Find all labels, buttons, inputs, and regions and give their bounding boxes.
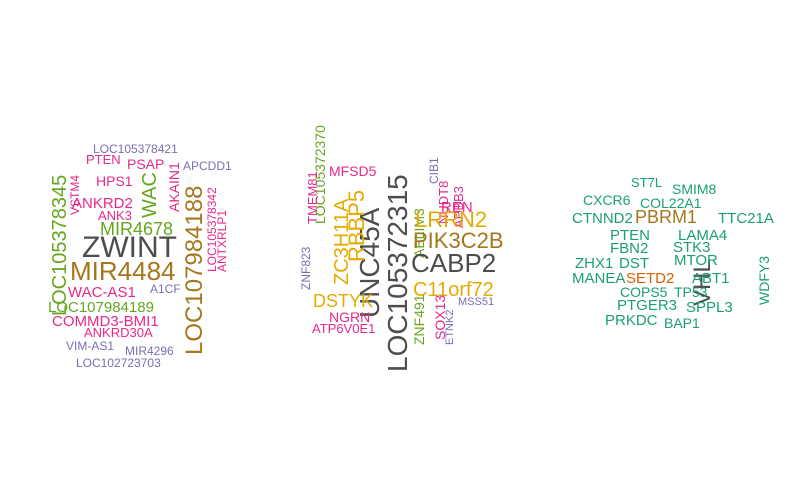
word-prkdc: PRKDC: [605, 312, 658, 329]
word-ctnnd2: CTNND2: [572, 210, 633, 227]
word-znf491: ZNF491: [411, 294, 427, 345]
word-lama4: LAMA4: [678, 227, 728, 244]
word-manea: MANEA: [572, 270, 626, 287]
word-cloud-middle: LOC105372370 MFSD5 TMEM81 ZNF823 LOC10537231…: [262, 0, 542, 500]
word-sppl3: SPPL3: [686, 299, 733, 316]
word-fbn2: FBN2: [610, 240, 649, 257]
word-abt1: ABT1: [692, 270, 730, 287]
word-antxrlp1: ANTXRLP1: [215, 209, 229, 272]
word-apcdd1: APCDD1: [183, 159, 232, 173]
word-ankrd30a: ANKRD30A: [84, 325, 153, 340]
word-psap: PSAP: [127, 156, 165, 172]
word-cabp2: CABP2: [411, 248, 497, 278]
word-pbrm1: PBRM1: [635, 207, 698, 227]
word-akain1: AKAIN1: [166, 162, 182, 212]
word-ank3: ANK3: [98, 208, 132, 223]
word-dst: DST: [619, 255, 649, 272]
word-commd3-bmi1: COMMD3-BMI1: [52, 313, 159, 330]
word-wac: WAC: [139, 172, 161, 218]
word-znf823: ZNF823: [299, 246, 313, 290]
word-cops5: COPS5: [620, 284, 668, 300]
word-loc107984189: LOC107984189: [48, 299, 154, 316]
word-zhx1: ZHX1: [575, 255, 614, 272]
word-smim8: SMIM8: [672, 181, 717, 197]
word-loc105378345: LOC105378345: [49, 174, 71, 316]
word-mtor: MTOR: [674, 252, 718, 269]
word-mir4296: MIR4296: [125, 344, 174, 358]
word-vim-as1: VIM-AS1: [66, 339, 115, 353]
word-st7l: ST7L: [631, 175, 663, 190]
word-stk3: STK3: [673, 239, 711, 256]
word-mir4484: MIR4484: [70, 256, 176, 286]
word-sox13: SOX13: [432, 294, 448, 340]
word-tp53: TP53: [674, 284, 708, 300]
word-mfsd5: MFSD5: [329, 163, 377, 179]
word-ttc21a: TTC21A: [718, 210, 774, 227]
word-loc107984188: LOC107984188: [181, 185, 208, 355]
word-lrrn2: LRRN2: [415, 207, 488, 232]
word-hps1: HPS1: [96, 173, 133, 189]
word-mss51: MSS51: [458, 296, 495, 308]
word-loc105372315: LOC105372315: [382, 174, 413, 372]
word-pik3c2b: PIK3C2B: [413, 228, 504, 253]
word-pten: PTEN: [610, 227, 651, 244]
word-zc3h11a: ZC3H11A: [331, 198, 353, 285]
word-ren: REN: [441, 199, 473, 216]
word-col22a1: COL22A1: [640, 195, 702, 211]
word-wac-as1: WAC-AS1: [68, 284, 136, 301]
word-setd2: SETD2: [626, 270, 675, 287]
word-cxcr6: CXCR6: [583, 192, 631, 208]
word-ptger3: PTGER3: [617, 297, 678, 314]
word-ngrn: NGRN: [329, 309, 371, 325]
word-bap1: BAP1: [664, 315, 700, 331]
word-ankrd2: ANKRD2: [72, 195, 133, 212]
word-atp6v0e1: ATP6V0E1: [312, 321, 376, 336]
word-zwint: ZWINT: [82, 231, 177, 264]
word-cloud-left: LOC105378421 PTEN PSAP APCDD1 HPS1 LOC1053783…: [0, 0, 262, 500]
word-a1cf: A1CF: [150, 282, 181, 296]
word-mir4678: MIR4678: [100, 219, 174, 239]
word-loc102723703: LOC102723703: [76, 356, 161, 370]
word-cloud-right: ST7L SMIM8 CXCR6 COL22A1 CTNND2 PBRM1 TTC21A PT…: [542, 0, 800, 500]
word-pten: PTEN: [86, 152, 121, 167]
word-c11orf72: C11orf72: [413, 279, 494, 301]
word-loc105378421: LOC105378421: [93, 142, 178, 156]
word-tmem81: TMEM81: [305, 171, 320, 224]
word-dstyk: DSTYK: [313, 291, 374, 311]
word-wdfy3: WDFY3: [756, 256, 772, 305]
